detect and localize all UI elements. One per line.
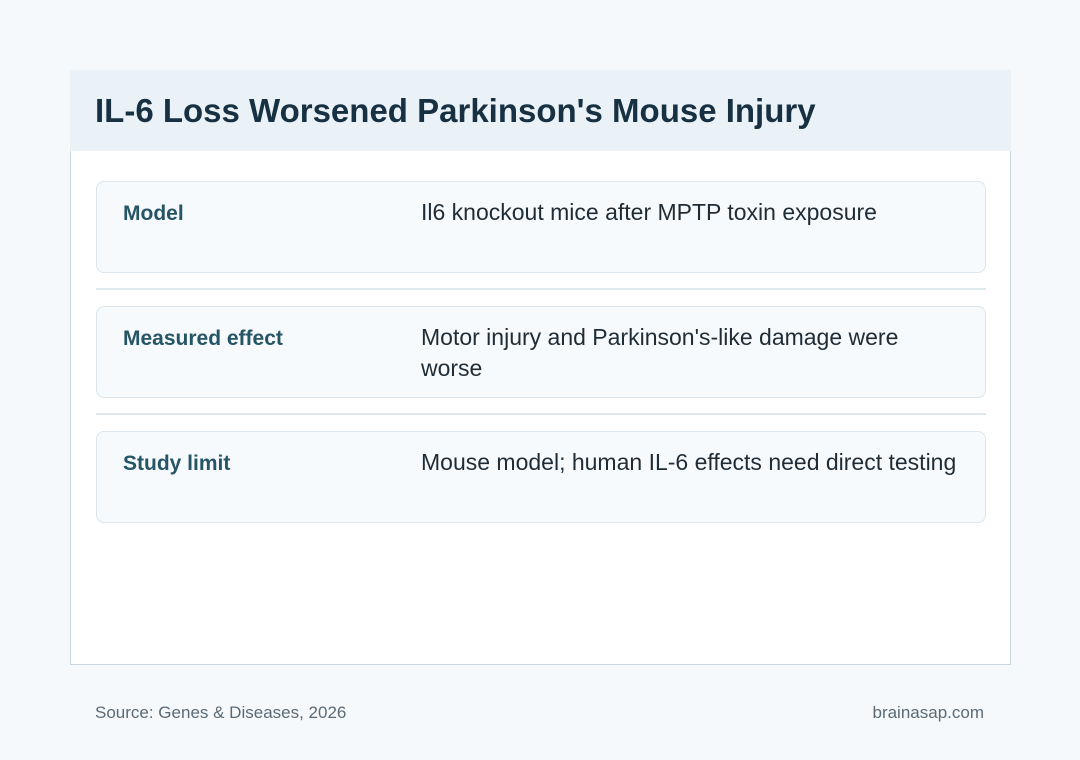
row-label: Study limit: [123, 452, 231, 475]
summary-card: IL-6 Loss Worsened Parkinson's Mouse Inj…: [70, 70, 1011, 665]
row-value: Motor injury and Parkinson's-like damage…: [421, 324, 899, 381]
row-study-limit: Study limit Mouse model; human IL-6 effe…: [96, 431, 986, 523]
row-value: Mouse model; human IL-6 effects need dir…: [421, 449, 957, 475]
row-divider: [96, 288, 986, 290]
row-label: Model: [123, 202, 184, 225]
page-title: IL-6 Loss Worsened Parkinson's Mouse Inj…: [95, 92, 816, 129]
row-model: Model Il6 knockout mice after MPTP toxin…: [96, 181, 986, 273]
source-citation: Source: Genes & Diseases, 2026: [95, 703, 347, 722]
row-divider: [96, 413, 986, 415]
row-label: Measured effect: [123, 327, 283, 350]
card-header: IL-6 Loss Worsened Parkinson's Mouse Inj…: [70, 70, 1011, 151]
row-value: Il6 knockout mice after MPTP toxin expos…: [421, 199, 877, 225]
row-measured-effect: Measured effect Motor injury and Parkins…: [96, 306, 986, 398]
brand-label: brainasap.com: [872, 703, 984, 722]
